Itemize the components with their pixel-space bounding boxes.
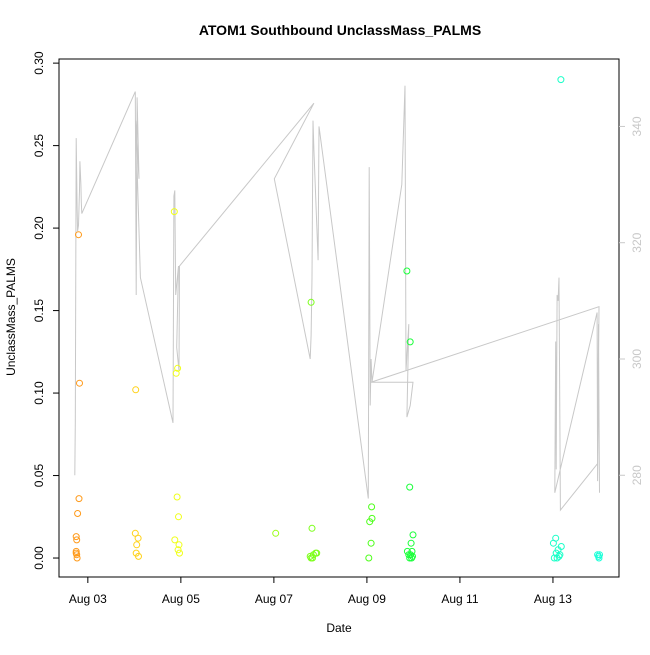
data-point [76, 379, 83, 387]
data-point [73, 551, 81, 559]
y-tick-label: 0.10 [32, 381, 46, 405]
y-axis-left: 0.00 0.05 0.10 0.15 0.20 0.25 0.30 [32, 51, 59, 570]
x-axis: Aug 03 Aug 05 Aug 07 Aug 09 Aug 11 Aug 13 [69, 577, 572, 606]
data-point [173, 493, 181, 501]
data-point [172, 369, 180, 377]
scatter-points [72, 76, 603, 562]
data-point [406, 338, 414, 346]
data-point [365, 554, 373, 562]
y-tick-label: 0.00 [32, 546, 46, 570]
data-point [550, 554, 558, 562]
data-point [409, 531, 417, 539]
y2-tick-label: 300 [630, 349, 644, 369]
data-point [595, 554, 603, 562]
data-point [407, 551, 415, 559]
x-tick-label: Aug 13 [534, 592, 572, 606]
y-axis-label: UnclassMass_PALMS [4, 258, 18, 376]
x-axis-label: Date [326, 621, 352, 635]
data-point [174, 364, 182, 372]
data-point [171, 536, 179, 544]
x-tick-label: Aug 03 [69, 592, 107, 606]
y2-tick-label: 320 [630, 232, 644, 252]
altitude-line [74, 85, 600, 512]
data-point [72, 533, 80, 541]
y2-tick-label: 280 [630, 465, 644, 485]
y-tick-label: 0.05 [32, 464, 46, 488]
data-point [132, 386, 140, 394]
data-point [406, 554, 414, 562]
plot-frame [58, 58, 620, 578]
data-point [408, 554, 416, 562]
data-point [133, 541, 141, 549]
y2-tick-label: 340 [630, 116, 644, 136]
data-point [73, 536, 81, 544]
chart-title: ATOM1 Southbound UnclassMass_PALMS [199, 22, 481, 38]
data-point [555, 552, 563, 560]
data-point [272, 529, 280, 537]
data-point [135, 552, 142, 560]
x-tick-label: Aug 11 [441, 592, 478, 606]
data-point [175, 541, 183, 549]
data-point [309, 554, 316, 562]
data-point [407, 539, 415, 547]
data-point [174, 546, 182, 554]
data-point [313, 549, 321, 557]
y-axis-right: 280 300 320 340 [619, 116, 644, 485]
data-point [403, 267, 411, 275]
data-point [308, 524, 316, 532]
data-point [134, 534, 142, 542]
data-point [367, 539, 375, 547]
y-tick-label: 0.20 [32, 216, 46, 240]
data-point [74, 510, 82, 517]
data-point [596, 551, 603, 559]
x-tick-label: Aug 09 [348, 592, 386, 606]
data-point [75, 495, 83, 503]
data-point [368, 503, 376, 511]
data-point [549, 539, 557, 547]
data-point [73, 554, 81, 562]
data-point [307, 298, 315, 306]
x-tick-label: Aug 07 [255, 592, 293, 606]
y-tick-label: 0.25 [32, 134, 46, 158]
x-tick-label: Aug 05 [162, 592, 200, 606]
data-point [72, 547, 80, 555]
data-point [553, 554, 561, 562]
data-point [75, 231, 82, 239]
data-point [406, 483, 414, 491]
y-tick-label: 0.30 [32, 51, 46, 75]
data-point [170, 208, 178, 216]
data-point [557, 76, 565, 84]
data-point [176, 549, 183, 557]
data-point [368, 514, 376, 522]
y-tick-label: 0.15 [32, 299, 46, 323]
altitude-series [74, 85, 600, 512]
data-point [175, 513, 182, 521]
